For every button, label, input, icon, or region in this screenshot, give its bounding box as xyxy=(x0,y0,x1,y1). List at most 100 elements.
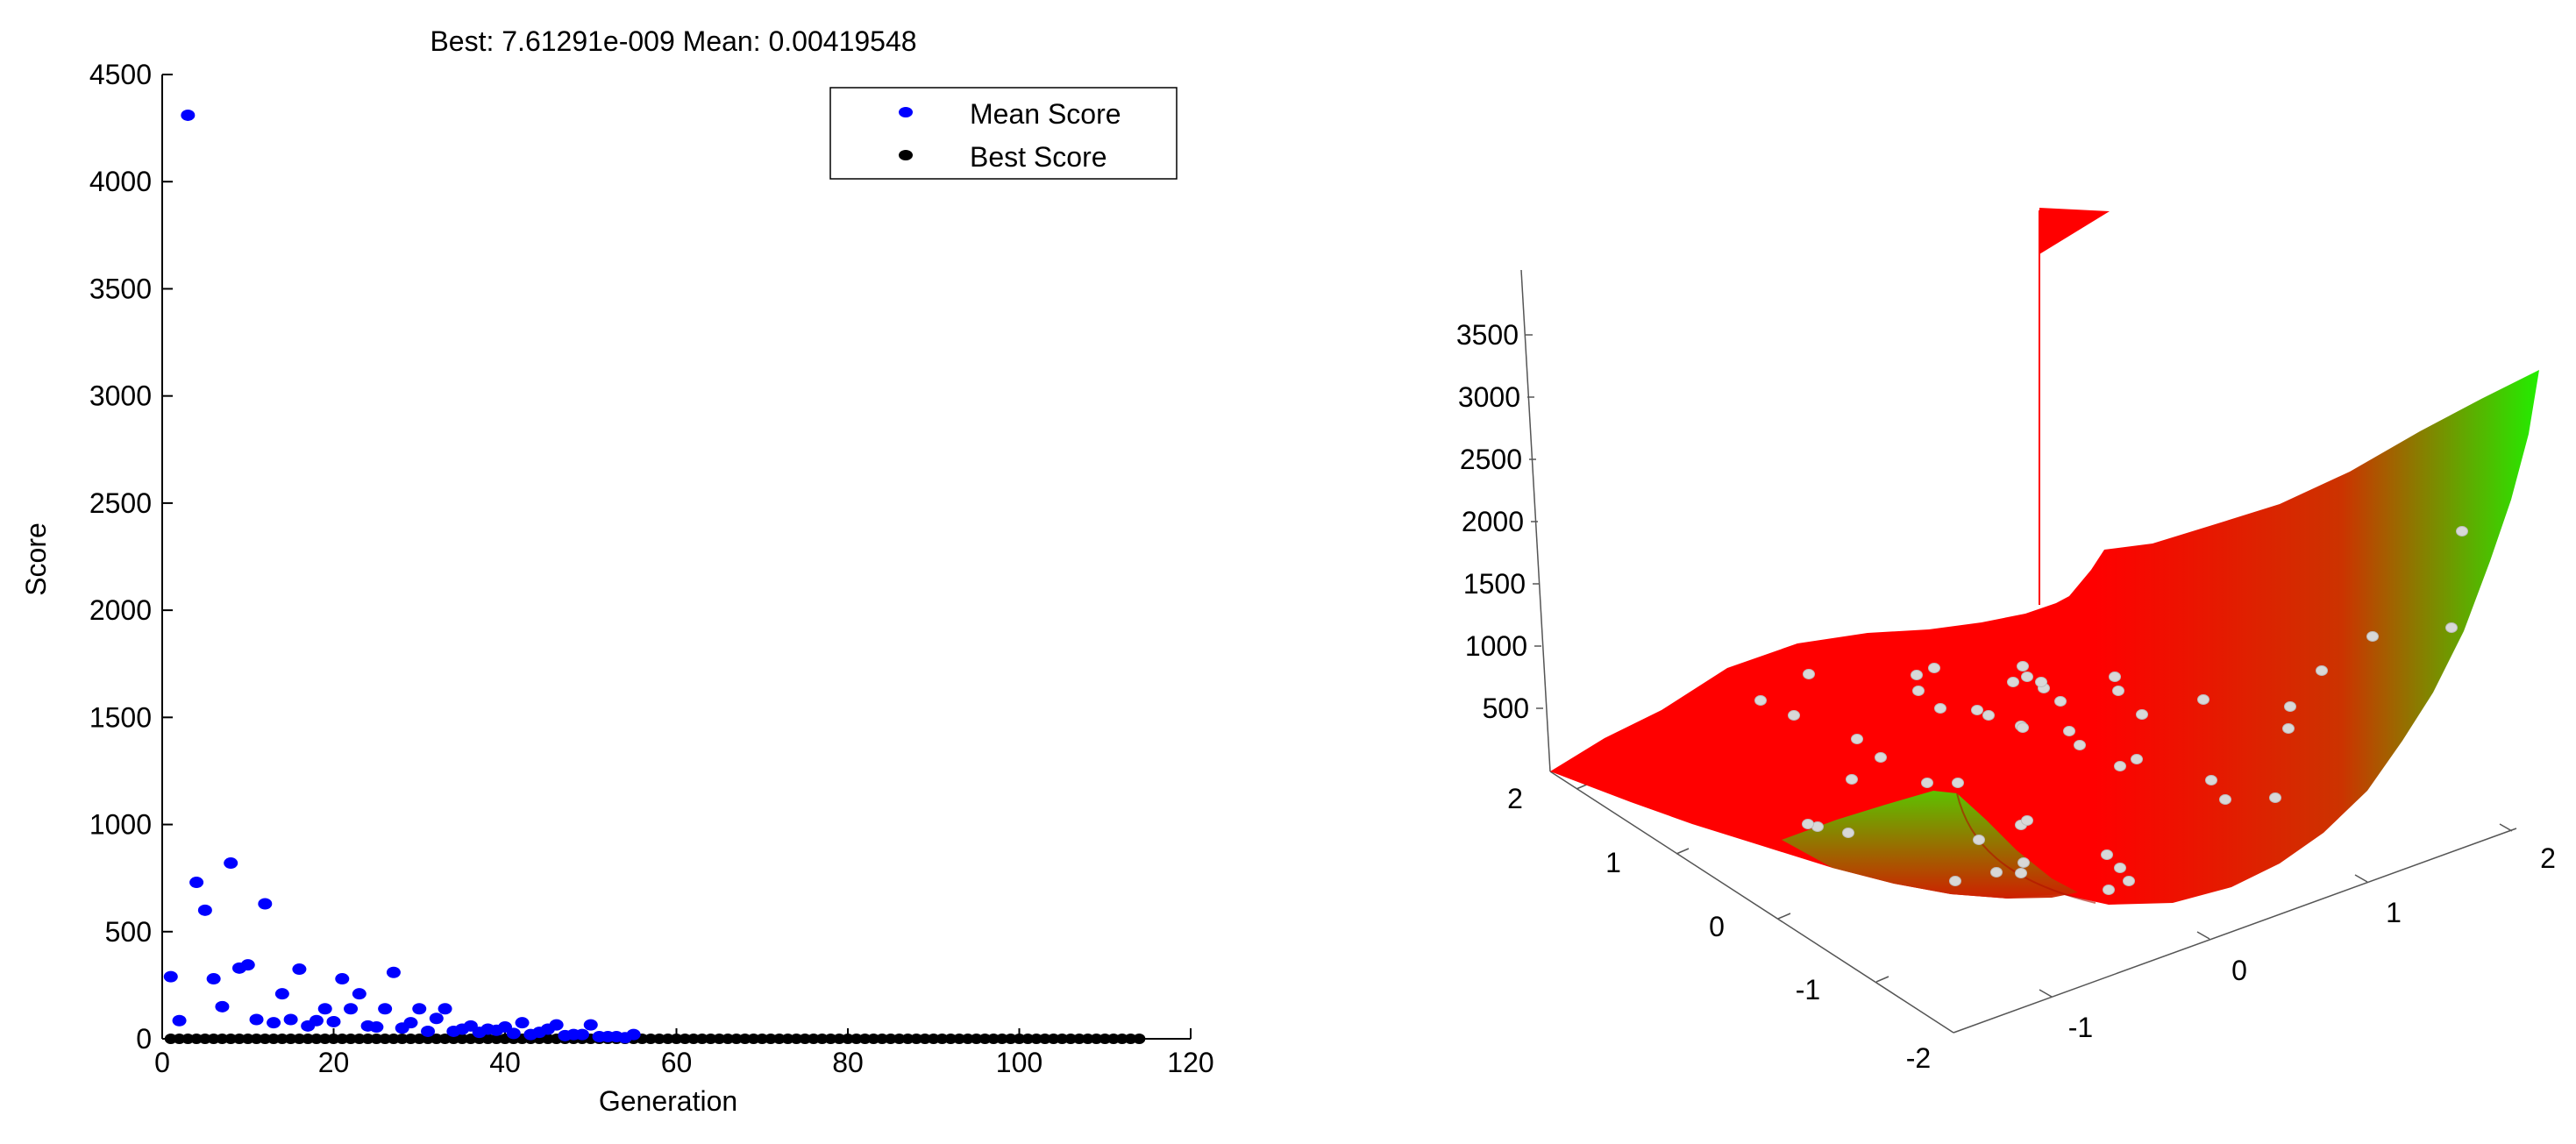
y-axis-line-3d xyxy=(1549,771,1954,1034)
best-score-point xyxy=(747,1034,760,1044)
mean-score-point xyxy=(574,1028,589,1041)
x-tick-label: 100 xyxy=(996,1047,1042,1078)
best-score-point xyxy=(1081,1034,1094,1044)
best-score-point xyxy=(1107,1034,1121,1044)
best-score-point xyxy=(1013,1034,1026,1044)
z-tick-label: 1500 xyxy=(1463,568,1526,600)
best-score-point xyxy=(772,1034,786,1044)
best-score-point xyxy=(790,1034,803,1044)
best-score-point xyxy=(781,1034,794,1044)
mean-score-series xyxy=(163,109,641,1044)
best-score-point xyxy=(250,1034,263,1044)
x-tick-label: 120 xyxy=(1167,1047,1213,1078)
best-score-point xyxy=(190,1034,203,1044)
population-point xyxy=(2136,709,2148,720)
mean-score-point xyxy=(421,1025,436,1037)
mean-score-point xyxy=(506,1027,521,1040)
population-point xyxy=(2017,857,2030,868)
z-axis-line xyxy=(1520,269,1551,772)
best-score-point xyxy=(842,1034,854,1044)
z-tick-label: 2500 xyxy=(1460,444,1522,475)
x-tick-3d xyxy=(2499,823,2513,832)
best-score-series xyxy=(164,1034,1146,1044)
best-score-point xyxy=(430,1034,443,1044)
population-point xyxy=(2114,761,2126,771)
legend-box xyxy=(829,87,1178,180)
mean-score-point xyxy=(163,970,178,983)
mean-score-point xyxy=(412,1003,427,1015)
surface-ridge xyxy=(1956,792,2096,904)
population-point xyxy=(2456,526,2468,536)
population-point xyxy=(1973,835,1985,845)
y-tick-label: 500 xyxy=(105,916,152,948)
population-point xyxy=(1875,752,1887,763)
population-point xyxy=(1952,778,1964,788)
floor-axes xyxy=(1549,771,2517,1034)
y-tick-3d xyxy=(1875,976,1889,983)
best-score-point xyxy=(216,1034,229,1044)
surface-main xyxy=(1550,370,2539,905)
population-point xyxy=(1990,867,2003,878)
x-tick-label-3d: 2 xyxy=(2540,842,2556,874)
best-score-point xyxy=(944,1034,957,1044)
best-score-point xyxy=(241,1034,254,1044)
best-score-point xyxy=(756,1034,769,1044)
best-score-point xyxy=(695,1034,708,1044)
tick-labels-3d: 2 1 0 -1 -2 -1 0 1 2 xyxy=(1507,783,2556,1074)
mean-score-point xyxy=(429,1013,444,1025)
best-score-point xyxy=(1099,1034,1112,1044)
surface-plot-3d: 500 1000 1500 2000 2500 3000 3500 2 1 0 -1 -2 -1 0 1 2 xyxy=(1456,208,2556,1074)
best-score-point xyxy=(1124,1034,1137,1044)
mean-score-point xyxy=(326,1015,341,1027)
best-score-point xyxy=(345,1034,358,1044)
mean-score-point xyxy=(386,966,401,978)
best-score-point xyxy=(267,1034,281,1044)
best-score-point xyxy=(661,1034,674,1044)
y-tick-label-3d: -2 xyxy=(1906,1042,1931,1074)
mean-score-point xyxy=(215,1000,230,1013)
x-tick-3d xyxy=(2039,989,2053,998)
flag-marker xyxy=(2039,208,2110,605)
mean-score-point xyxy=(197,904,212,916)
population-point xyxy=(2269,792,2281,803)
mean-score-point xyxy=(317,1003,332,1015)
best-score-point xyxy=(181,1034,195,1044)
x-tick-label-3d: -1 xyxy=(2068,1012,2093,1043)
best-score-point xyxy=(336,1034,349,1044)
x-tick-label-3d: 0 xyxy=(2231,955,2247,986)
z-tick-label: 2000 xyxy=(1462,506,1524,537)
best-score-point xyxy=(1090,1034,1103,1044)
best-score-point xyxy=(481,1034,495,1044)
best-score-point xyxy=(927,1034,940,1044)
best-score-point xyxy=(918,1034,931,1044)
plot-axes xyxy=(161,75,1191,1040)
population-point xyxy=(2021,815,2033,826)
best-score-point xyxy=(995,1034,1008,1044)
best-score-point xyxy=(1056,1034,1069,1044)
y-tick-labels: 0 500 1000 1500 2000 2500 3000 3500 4000 4500 xyxy=(89,59,173,1055)
population-point xyxy=(1803,669,1815,679)
population-point xyxy=(2114,863,2126,873)
y-tick-label-3d: 2 xyxy=(1507,783,1523,814)
population-point xyxy=(2074,740,2086,750)
z-tick-label: 1000 xyxy=(1465,630,1527,662)
mean-score-point xyxy=(335,973,350,985)
legend-label-best: Best Score xyxy=(970,141,1107,173)
population-point xyxy=(2197,694,2210,705)
best-score-point xyxy=(970,1034,983,1044)
population-point xyxy=(2112,686,2124,696)
mean-score-point xyxy=(378,1003,393,1015)
population-point xyxy=(2131,754,2143,764)
mean-score-point xyxy=(292,963,307,976)
mean-score-point xyxy=(549,1019,564,1031)
mean-score-point xyxy=(267,1017,281,1029)
best-score-point xyxy=(275,1034,288,1044)
population-point xyxy=(2282,723,2295,734)
best-score-point xyxy=(738,1034,751,1044)
mean-score-point xyxy=(369,1021,384,1034)
best-score-point xyxy=(679,1034,692,1044)
population-point xyxy=(2017,722,2029,733)
best-score-point xyxy=(807,1034,820,1044)
mean-score-point xyxy=(344,1003,359,1015)
best-score-point xyxy=(1004,1034,1017,1044)
